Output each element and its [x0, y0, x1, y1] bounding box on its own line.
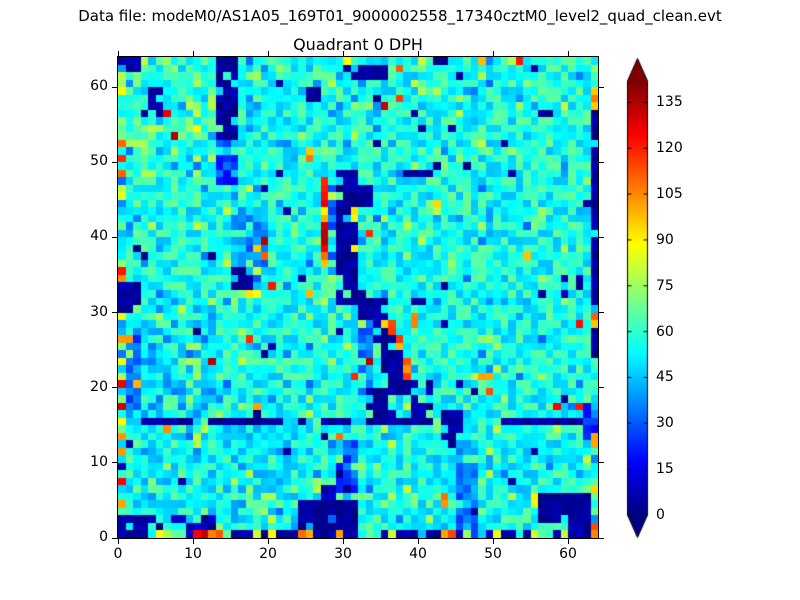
- x-tick-mark: [342, 539, 344, 544]
- x-tick-mark: [267, 539, 269, 544]
- x-tick-mark: [117, 539, 119, 544]
- y-tick-mark: [112, 387, 117, 389]
- heatmap-canvas: [118, 57, 598, 538]
- x-tick-mark-top: [492, 51, 494, 56]
- y-tick-mark-right: [599, 236, 604, 238]
- colorbar-tick-label: 75: [656, 277, 674, 294]
- y-tick-mark: [112, 537, 117, 539]
- colorbar-tick-label: 15: [656, 461, 674, 478]
- x-tick-mark-top: [117, 51, 119, 56]
- x-tick-mark-top: [192, 51, 194, 56]
- data-file-label: Data file: modeM0/AS1A05_169T01_90000025…: [78, 7, 722, 25]
- y-tick-label: 60: [90, 78, 108, 95]
- y-tick-label: 30: [90, 303, 108, 320]
- y-tick-mark: [112, 161, 117, 163]
- y-tick-label: 20: [90, 378, 108, 395]
- y-tick-mark: [112, 312, 117, 314]
- plot-area: [117, 56, 599, 539]
- chart-title: Quadrant 0 DPH: [293, 35, 423, 54]
- colorbar-tick-label: 90: [656, 231, 674, 248]
- colorbar-tick-label: 30: [656, 415, 674, 432]
- x-tick-label: 10: [184, 546, 202, 562]
- y-tick-mark: [112, 462, 117, 464]
- x-tick-mark-top: [417, 51, 419, 56]
- y-tick-mark-right: [599, 86, 604, 88]
- y-tick-label: 0: [99, 529, 108, 545]
- colorbar-tick-label: 120: [656, 140, 683, 157]
- y-tick-mark-right: [599, 161, 604, 163]
- y-tick-mark: [112, 86, 117, 88]
- x-tick-mark: [492, 539, 494, 544]
- y-tick-mark-right: [599, 462, 604, 464]
- x-tick-label: 40: [409, 546, 427, 562]
- colorbar-tick-label: 0: [656, 507, 665, 523]
- x-tick-mark: [567, 539, 569, 544]
- y-tick-mark-right: [599, 387, 604, 389]
- x-tick-label: 0: [113, 546, 123, 562]
- y-tick-mark-right: [599, 537, 604, 539]
- x-tick-mark: [417, 539, 419, 544]
- y-tick-mark: [112, 236, 117, 238]
- y-tick-label: 10: [90, 453, 108, 470]
- y-tick-label: 50: [90, 153, 108, 170]
- x-tick-label: 30: [334, 546, 352, 562]
- y-tick-mark-right: [599, 312, 604, 314]
- x-tick-label: 50: [484, 546, 502, 562]
- x-tick-mark-top: [567, 51, 569, 56]
- colorbar-tick-label: 45: [656, 369, 674, 386]
- colorbar-tick-label: 105: [656, 186, 683, 203]
- x-tick-label: 60: [559, 546, 577, 562]
- colorbar-canvas: [626, 57, 649, 539]
- x-tick-mark-top: [342, 51, 344, 56]
- colorbar-tick-label: 60: [656, 323, 674, 340]
- y-tick-label: 40: [90, 228, 108, 245]
- colorbar-tick-label: 135: [656, 94, 683, 111]
- x-tick-label: 20: [259, 546, 277, 562]
- x-tick-mark: [192, 539, 194, 544]
- x-tick-mark-top: [267, 51, 269, 56]
